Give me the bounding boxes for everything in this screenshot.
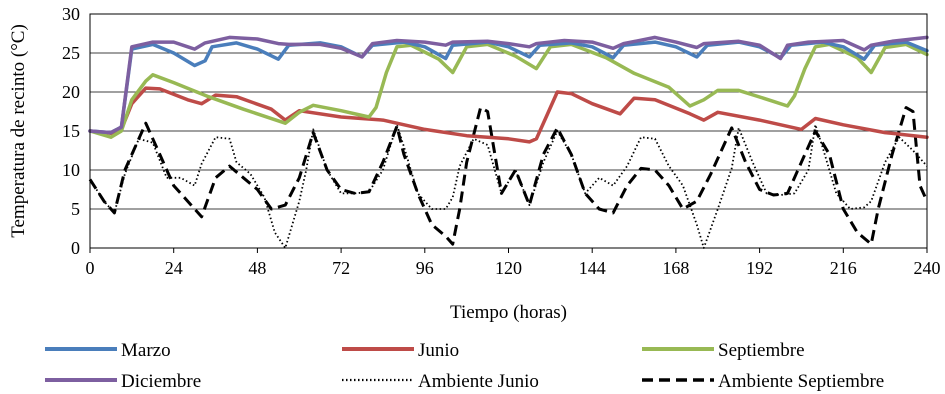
x-tick-label: 48 xyxy=(248,258,266,278)
legend-label: Diciembre xyxy=(121,371,201,392)
x-tick-label: 24 xyxy=(165,258,183,278)
y-tick-label: 25 xyxy=(62,43,80,63)
legend-label: Marzo xyxy=(121,340,171,361)
legend: Marzo Junio Septiembre Diciembre Ambiente Ju… xyxy=(45,340,884,392)
series-line-ambiente-junio xyxy=(89,123,928,249)
x-tick-label: 144 xyxy=(579,258,606,278)
series-line-junio xyxy=(88,86,929,144)
y-tick-label: 30 xyxy=(62,4,80,24)
series-lines xyxy=(88,35,929,249)
y-tick-label: 5 xyxy=(71,199,80,219)
y-axis-title: Temperatura de recinto (°C) xyxy=(8,24,29,238)
series-line-septiembre xyxy=(88,42,929,139)
legend-label: Ambiente Septiembre xyxy=(718,371,884,392)
x-tick-label: 0 xyxy=(86,258,95,278)
y-tick-label: 0 xyxy=(71,238,80,258)
series-line-marzo xyxy=(88,40,929,135)
x-tick-label: 192 xyxy=(746,258,773,278)
series-line-diciembre xyxy=(88,35,929,135)
legend-label: Ambiente Junio xyxy=(418,371,539,392)
y-tick-label: 10 xyxy=(62,160,80,180)
x-tick-label: 240 xyxy=(914,258,941,278)
series-line-ambiente-septiembre xyxy=(88,106,929,246)
x-tick-label: 96 xyxy=(416,258,434,278)
x-tick-label: 216 xyxy=(830,258,857,278)
x-tick-label: 168 xyxy=(662,258,689,278)
x-axis-title: Tiempo (horas) xyxy=(450,302,567,323)
y-tick-label: 20 xyxy=(62,82,80,102)
legend-label: Junio xyxy=(418,340,459,361)
x-tick-label: 72 xyxy=(332,258,350,278)
legend-label: Septiembre xyxy=(718,340,805,361)
y-tick-label: 15 xyxy=(62,121,80,141)
axis-ticks: 0 5 10 15 20 25 30 0 24 48 72 96 120 144 168 192 216 240 xyxy=(62,4,941,278)
x-tick-label: 120 xyxy=(495,258,522,278)
